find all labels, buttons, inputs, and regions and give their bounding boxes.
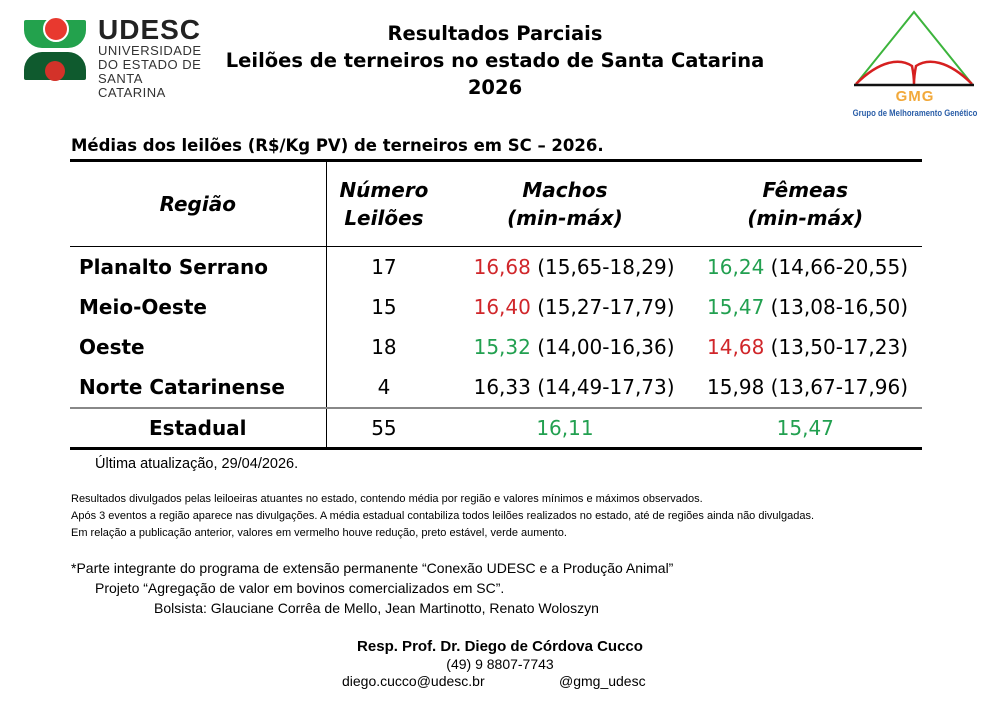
machos-media: 16,33 — [473, 375, 531, 399]
table-row: Meio-Oeste 15 16,40 (15,27-17,79) 15,47 … — [70, 287, 922, 327]
machos-media: 16,40 — [473, 295, 531, 319]
gmg-acronym: GMG — [895, 88, 935, 105]
cell-regiao-total: Estadual — [70, 408, 327, 449]
notes: Resultados divulgados pelas leiloeiras a… — [71, 491, 814, 542]
gmg-triangle-icon — [854, 10, 974, 87]
cell-femeas-total: 15,47 — [776, 416, 834, 440]
column-header-femeas: Fêmeas (min-máx) — [689, 161, 922, 247]
machos-media: 16,68 — [473, 255, 531, 279]
gmg-name: Grupo de Melhoramento Genético — [852, 108, 978, 118]
title-line: 2026 — [467, 76, 523, 99]
cell-machos: 16,68 (15,65-18,29) — [441, 247, 688, 288]
title-line: Leilões de terneiros no estado de Santa … — [225, 49, 765, 72]
udesc-subtitle-line: DO ESTADO DE — [98, 57, 202, 72]
cell-femeas: 15,47 (13,08-16,50) — [689, 287, 922, 327]
cell-numero: 17 — [371, 255, 397, 279]
udesc-logo: UDESC UNIVERSIDADE DO ESTADO DE SANTA CA… — [24, 14, 204, 100]
last-update: Última atualização, 29/04/2026. — [95, 456, 299, 472]
machos-faixa: (15,65-18,29) — [537, 255, 675, 279]
femeas-faixa: (13,50-17,23) — [770, 335, 908, 359]
machos-faixa: (14,49-17,73) — [537, 375, 675, 399]
column-header-label: (min-máx) — [507, 206, 623, 230]
udesc-subtitle-line: UNIVERSIDADE — [98, 43, 202, 58]
column-header-label: Número — [339, 178, 429, 202]
contact-block: Resp. Prof. Dr. Diego de Córdova Cucco (… — [320, 638, 680, 691]
udesc-name: UDESC — [98, 14, 202, 45]
table-row: Planalto Serrano 17 16,68 (15,65-18,29) … — [70, 246, 922, 288]
femeas-faixa: (13,67-17,96) — [770, 375, 908, 399]
column-header-regiao: Região — [70, 160, 327, 247]
column-header-label: Machos — [522, 178, 608, 202]
cell-regiao: Oeste — [70, 327, 327, 367]
cell-femeas: 16,24 (14,66-20,55) — [689, 247, 922, 288]
femeas-media: 15,47 — [707, 295, 765, 319]
cell-machos: 16,33 (14,49-17,73) — [441, 367, 688, 408]
extension-program: *Parte integrante do programa de extensã… — [71, 560, 674, 576]
column-header-label: Leilões — [344, 206, 424, 230]
column-header-machos: Machos (min-máx) — [441, 161, 688, 247]
cell-numero: 18 — [371, 335, 397, 359]
note-line: Em relação a publicação anterior, valore… — [71, 527, 567, 539]
table-row: Oeste 18 15,32 (14,00-16,36) 14,68 (13,5… — [70, 327, 922, 367]
extension-scholars: Bolsista: Glauciane Corrêa de Mello, Jea… — [154, 600, 599, 616]
column-header-label: Fêmeas — [762, 178, 849, 202]
machos-faixa: (15,27-17,79) — [537, 295, 675, 319]
title-line: Resultados Parciais — [387, 22, 603, 45]
cell-machos: 15,32 (14,00-16,36) — [441, 327, 688, 367]
extension-project: Projeto “Agregação de valor em bovinos c… — [95, 580, 505, 596]
contact-phone: (49) 9 8807-7743 — [446, 656, 554, 672]
results-table: Região Número Leilões Machos (min-máx) F… — [70, 159, 922, 450]
femeas-media: 14,68 — [707, 335, 765, 359]
machos-media: 15,32 — [473, 335, 531, 359]
note-line: Resultados divulgados pelas leiloeiras a… — [71, 493, 703, 505]
machos-faixa: (14,00-16,36) — [537, 335, 675, 359]
cell-numero: 15 — [371, 295, 397, 319]
contact-social-handle[interactable]: @gmg_udesc — [559, 673, 646, 689]
note-line: Após 3 eventos a região aparece nas divu… — [71, 510, 815, 522]
cell-machos-total: 16,11 — [536, 416, 594, 440]
column-header-label: (min-máx) — [747, 206, 864, 230]
page-title: Resultados Parciais Leilões de terneiros… — [200, 20, 790, 101]
femeas-media: 16,24 — [707, 255, 765, 279]
cell-regiao: Norte Catarinense — [70, 367, 327, 408]
column-header-numero: Número Leilões — [326, 161, 441, 247]
cell-regiao: Meio-Oeste — [70, 287, 327, 327]
cell-numero-total: 55 — [371, 416, 397, 440]
udesc-subtitle-line: SANTA CATARINA — [98, 71, 166, 100]
cell-femeas: 15,98 (13,67-17,96) — [689, 367, 922, 408]
cell-regiao: Planalto Serrano — [70, 246, 327, 287]
cell-machos: 16,40 (15,27-17,79) — [441, 287, 688, 327]
contact-email[interactable]: diego.cucco@udesc.br — [342, 673, 485, 689]
table-header-row: Região Número Leilões Machos (min-máx) F… — [70, 160, 922, 247]
udesc-emblem-icon — [24, 16, 86, 81]
femeas-media: 15,98 — [707, 375, 765, 399]
column-header-label: Região — [159, 192, 236, 216]
responsible-name: Resp. Prof. Dr. Diego de Córdova Cucco — [357, 638, 643, 655]
gmg-logo: GMG Grupo de Melhoramento Genético — [850, 10, 980, 125]
table-row: Norte Catarinense 4 16,33 (14,49-17,73) … — [70, 367, 922, 408]
cell-numero: 4 — [377, 375, 391, 399]
femeas-faixa: (13,08-16,50) — [770, 295, 908, 319]
femeas-faixa: (14,66-20,55) — [770, 255, 908, 279]
extension-info: *Parte integrante do programa de extensã… — [71, 558, 673, 618]
table-total-row: Estadual 55 16,11 15,47 — [70, 408, 922, 449]
table-caption: Médias dos leilões (R$/Kg PV) de terneir… — [71, 136, 604, 155]
cell-femeas: 14,68 (13,50-17,23) — [689, 327, 922, 367]
